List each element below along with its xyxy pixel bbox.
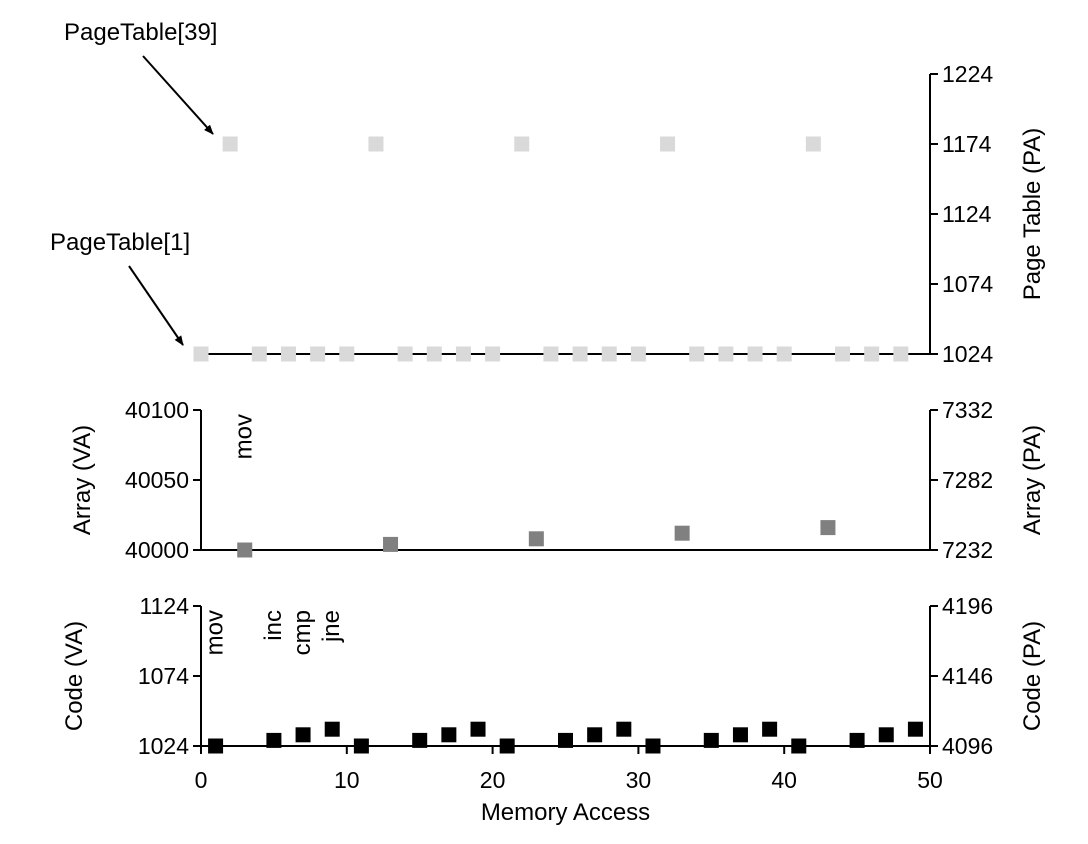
page-table-panel: 1024 1074 1124 1174 1224 Page Table (PA) PageT… (50, 19, 1046, 367)
data-point (499, 738, 515, 754)
data-point (601, 346, 617, 362)
data-point (558, 732, 573, 748)
data-point (587, 727, 603, 743)
left-axis-label: Array (VA) (69, 425, 96, 535)
data-point (412, 732, 428, 748)
data-point (514, 136, 530, 152)
data-point (237, 542, 253, 558)
data-point (470, 721, 486, 737)
left-tick-label: 1024 (138, 733, 189, 759)
data-point (397, 346, 413, 362)
right-tick-label: 4096 (942, 733, 993, 759)
data-point (762, 721, 778, 737)
data-point (193, 346, 209, 362)
right-tick-label: 1024 (942, 341, 993, 367)
data-point (368, 136, 384, 152)
data-point (835, 346, 851, 362)
data-point (528, 531, 544, 547)
right-tick-label: 4146 (942, 663, 993, 689)
data-point (208, 738, 224, 754)
right-axis-label: Code (PA) (1019, 621, 1046, 731)
annotation-arrow (142, 55, 214, 135)
data-point (674, 525, 690, 541)
right-tick-label: 7332 (942, 397, 993, 423)
code-panel: 1024 1074 1124 Code (VA) 4096 4146 4196 Code (P… (61, 593, 1046, 826)
right-tick-label: 1074 (942, 271, 993, 297)
data-point (295, 727, 311, 743)
data-point (732, 727, 748, 743)
data-point (878, 727, 894, 743)
data-point (353, 738, 369, 754)
x-tick-label: 10 (334, 767, 360, 793)
data-point (820, 520, 836, 536)
data-point (266, 732, 282, 748)
data-point (426, 346, 442, 362)
data-point (893, 346, 909, 362)
data-point (543, 346, 559, 362)
data-point (339, 346, 355, 362)
data-point (805, 136, 821, 152)
array-panel: 40000 40050 40100 Array (VA) 7232 7282 7332 Arr… (69, 397, 1046, 563)
data-point (645, 738, 661, 754)
data-point (222, 136, 238, 152)
data-point (660, 136, 676, 152)
data-point (383, 536, 399, 552)
x-tick-label: 30 (626, 767, 652, 793)
data-point (907, 721, 923, 737)
right-tick-label: 1124 (942, 201, 992, 227)
left-tick-label: 40100 (125, 397, 189, 423)
page-table-annotation: PageTable[1] (50, 229, 190, 256)
data-point (572, 346, 588, 362)
annotation-arrow (128, 265, 184, 346)
data-point (849, 732, 865, 748)
data-point (324, 721, 340, 737)
left-tick-label: 40000 (125, 537, 189, 563)
right-tick-label: 1224 (942, 61, 993, 87)
right-axis-label: Page Table (PA) (1019, 128, 1046, 301)
data-point (718, 346, 734, 362)
instruction-annotation: cmp (289, 610, 316, 655)
x-tick-label: 0 (195, 767, 208, 793)
data-point (441, 727, 457, 743)
data-point (310, 346, 326, 362)
data-point (689, 346, 705, 362)
left-tick-label: 1074 (138, 663, 189, 689)
data-point (280, 346, 296, 362)
data-point (703, 732, 719, 748)
x-tick-label: 20 (480, 767, 506, 793)
data-point (616, 721, 632, 737)
right-tick-label: 7232 (942, 537, 993, 563)
data-point (485, 346, 501, 362)
data-point (251, 346, 267, 362)
left-axis-label: Code (VA) (61, 621, 88, 731)
right-tick-label: 1174 (942, 131, 992, 157)
left-tick-label: 40050 (125, 467, 189, 493)
instruction-annotation: mov (231, 414, 258, 459)
instruction-annotation: jne (318, 610, 345, 643)
instruction-annotation: mov (202, 610, 229, 655)
data-point (776, 346, 792, 362)
x-axis-label: Memory Access (481, 799, 650, 826)
data-point (455, 346, 471, 362)
right-tick-label: 4196 (942, 593, 993, 619)
data-point (747, 346, 763, 362)
data-point (791, 738, 807, 754)
instruction-annotation: inc (260, 610, 287, 641)
x-tick-label: 40 (771, 767, 797, 793)
data-point (864, 346, 880, 362)
x-tick-label: 50 (917, 767, 943, 793)
right-axis-label: Array (PA) (1019, 425, 1046, 535)
page-table-annotation: PageTable[39] (64, 19, 217, 46)
left-tick-label: 1124 (140, 593, 190, 619)
data-point (630, 346, 646, 362)
right-tick-label: 7282 (942, 467, 993, 493)
